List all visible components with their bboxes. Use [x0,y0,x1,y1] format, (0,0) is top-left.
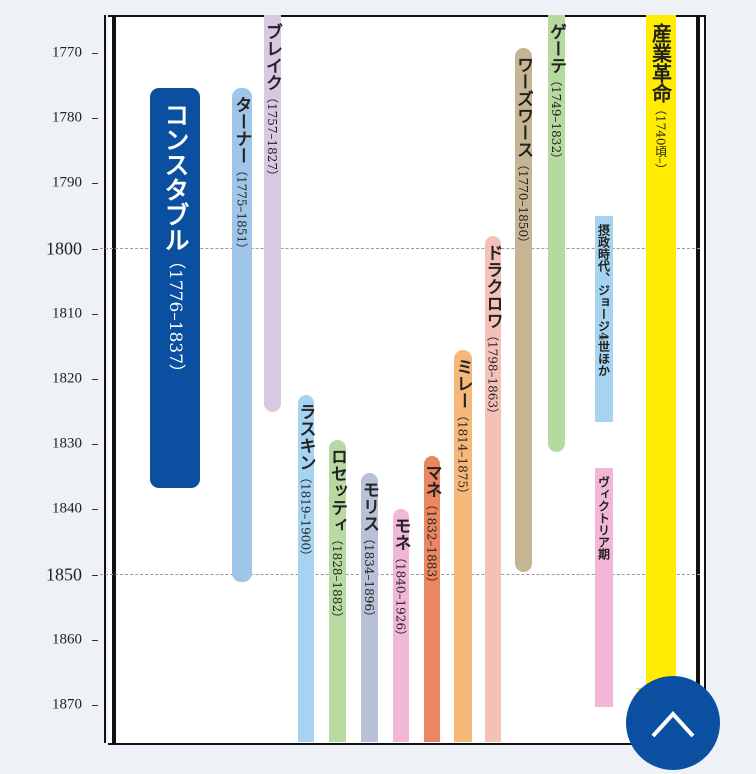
timeline-bar-millet: ミレー（1814–1875） [452,350,473,742]
bar-name: 産業革命 [648,23,673,103]
bar-name: ヴィクトリア期 [596,476,611,560]
timeline-bar-wordsworth: ワーズワース（1770–1850） [513,48,533,572]
y-axis-tick [92,379,98,380]
bar-name: モリス [359,481,379,532]
y-axis-tick [92,705,98,706]
bar-name: ターナー [231,96,252,164]
frame-border-right [704,15,706,743]
y-axis-label: 1810 [52,305,82,322]
bar-years: （1832–1883） [424,498,439,590]
y-axis-label: 1820 [52,370,82,387]
bar-years: （1798–1863） [485,329,500,421]
y-axis-tick [92,639,98,641]
timeline-bar-rossetti: ロセッティ（1828–1882） [327,440,347,742]
y-axis-tick [92,183,98,185]
timeline-bar-blake: ブレイク（1757–1827） [262,15,282,412]
timeline-bar-morris: モリス（1834–1896） [359,473,379,742]
y-axis-tick [92,509,98,511]
frame-border-right-thick [696,15,700,743]
gridline-1800 [100,248,700,249]
timeline-bar-constable: コンスタブル（1776–1837） [150,88,200,488]
timeline-bar-manet: マネ（1832–1883） [421,456,442,742]
scroll-top-button[interactable] [626,676,720,770]
y-axis-tick [92,53,98,54]
bar-name: ワーズワース [513,56,533,158]
bar-years: （1757–1827） [265,91,279,183]
y-axis-label: 1860 [52,631,82,648]
y-axis-tick [92,118,98,120]
timeline-bar-regency: 摂政時代、ジョージ4世ほか [595,216,613,422]
frame-border-left-thick [112,15,116,743]
bar-years: （1740頃–） [653,103,668,176]
y-axis-label: 1780 [52,109,82,126]
bar-name: ミレー [452,358,473,409]
y-axis-label: 1790 [52,174,82,191]
chevron-up-icon [651,711,695,738]
bar-name: 摂政時代、ジョージ4世ほか [596,224,611,377]
y-axis-label: 1840 [52,500,82,517]
bar-name: モネ [390,517,411,551]
timeline-bar-ruskin: ラスキン（1819–1900） [295,395,316,742]
timeline-bar-goethe: ゲーテ（1749–1832） [546,15,566,452]
timeline-bar-turner: ターナー（1775–1851） [232,88,252,582]
bar-years: （1749–1832） [549,74,563,166]
bar-name: マネ [421,464,442,498]
bar-years: （1776–1837） [165,252,185,382]
bar-name: ラスキン [295,403,316,471]
y-axis-tick [92,248,98,250]
frame-border-left [104,15,106,743]
bar-years: （1828–1882） [330,533,344,625]
bar-name: ドラクロワ [482,244,503,329]
y-axis-tick [92,574,98,576]
y-axis-label: 1770 [52,44,82,61]
bar-years: （1814–1875） [455,409,470,501]
bar-years: （1775–1851） [234,164,249,256]
bar-years: （1834–1896） [362,532,376,624]
y-axis-label: 1870 [52,696,82,713]
y-axis-tick [92,444,98,446]
bar-name: ロセッティ [327,448,347,533]
bar-name: ブレイク [262,23,282,91]
timeline-bar-monet: モネ（1840–1926） [390,509,411,742]
timeline-bar-victorian: ヴィクトリア期 [595,468,613,707]
y-axis-label: 1830 [52,435,82,452]
bar-years: （1819–1900） [298,471,313,563]
bar-years: （1840–1926） [393,551,408,643]
bar-name: コンスタブル [161,102,190,252]
y-axis-tick [92,313,98,315]
bar-years: （1770–1850） [516,158,530,250]
timeline-bar-delacroix: ドラクロワ（1798–1863） [482,236,503,742]
y-axis-label: 1800 [46,238,82,259]
timeline-bar-industrial-revolution: 産業革命（1740頃–） [646,15,676,690]
y-axis-label: 1850 [46,564,82,585]
bar-name: ゲーテ [546,23,566,74]
